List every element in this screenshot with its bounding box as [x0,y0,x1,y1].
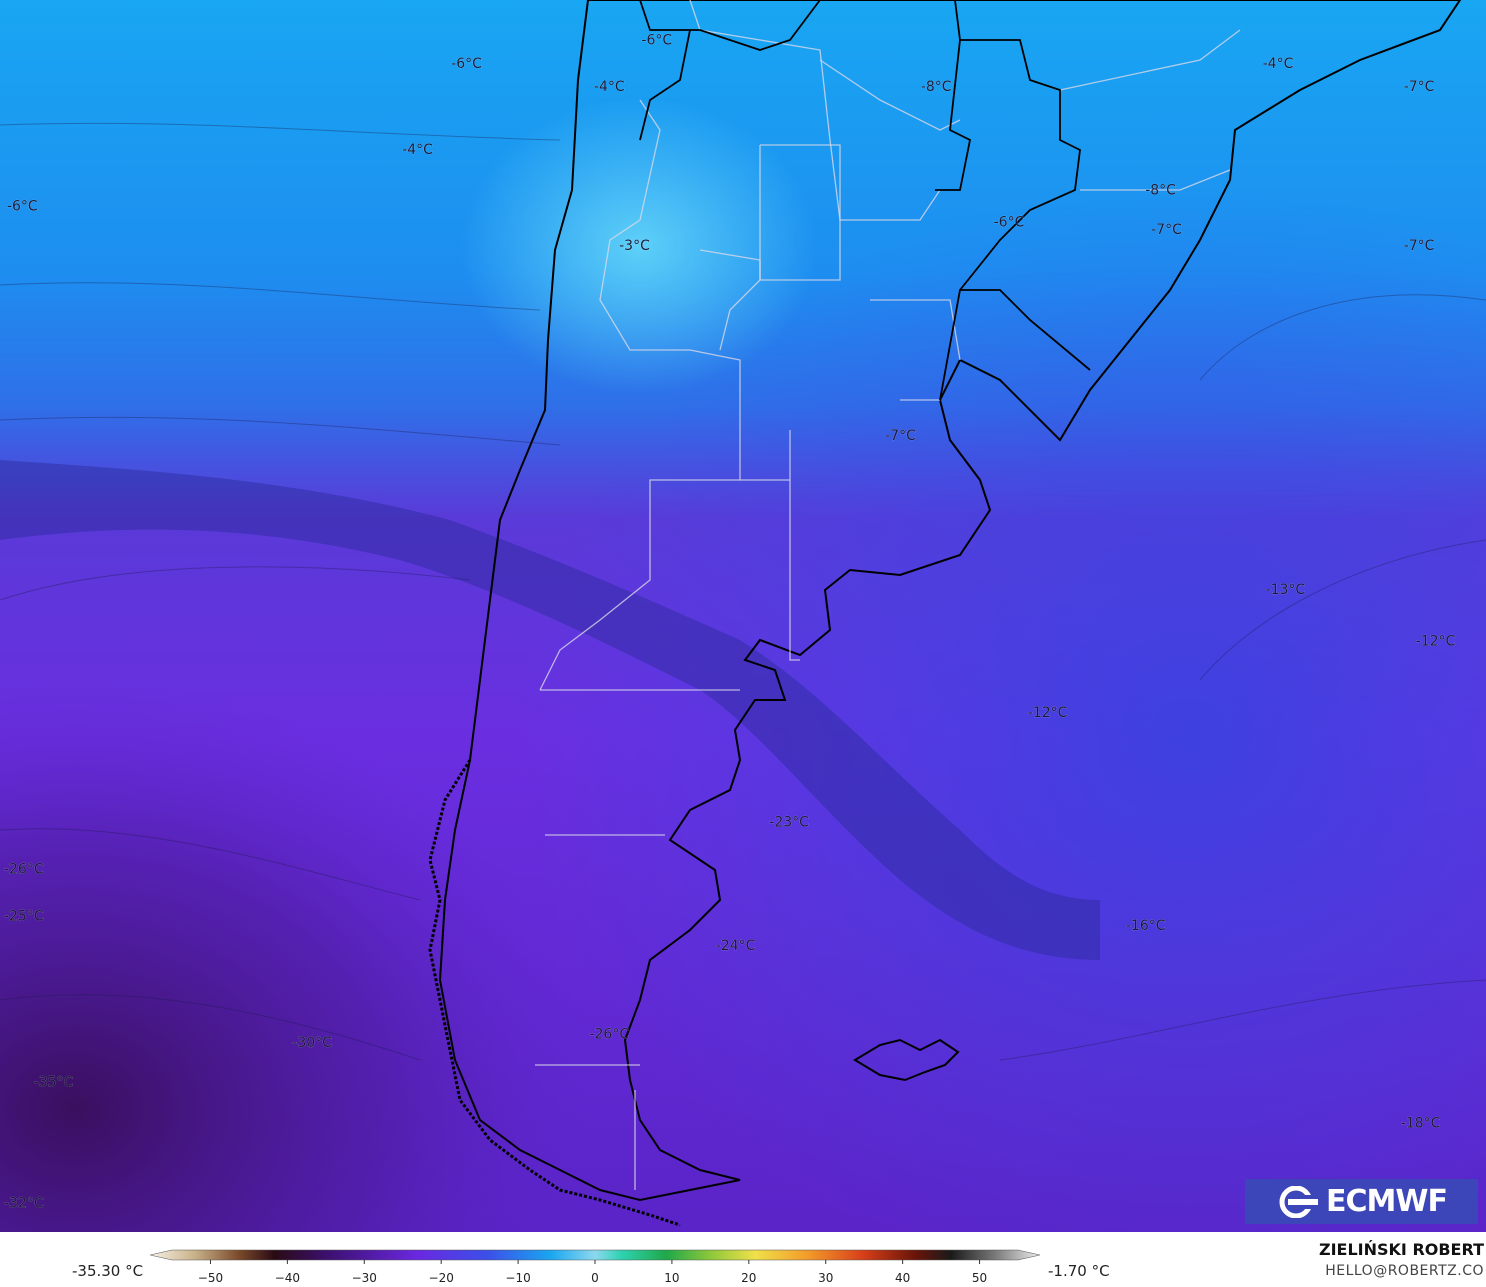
temperature-label: -8°C [921,79,952,95]
temperature-label: -32°C [4,1195,44,1211]
temperature-label: -7°C [1404,79,1435,95]
temperature-label: -7°C [1404,238,1435,254]
temperature-label: -3°C [619,238,650,254]
colorbar-tick-label: −50 [198,1271,223,1284]
province-borders [535,0,1241,1190]
temperature-label: -25°C [4,908,44,924]
temperature-label: -4°C [402,142,433,158]
temperature-label: -6°C [7,199,38,215]
author-email[interactable]: HELLO@ROBERTZ.CO [1325,1263,1484,1279]
temperature-labels: -6°C -6°C -4°C -4°C -6°C -8°C -4°C -7°C -8°C -6°C… [4,32,1456,1212]
temperature-label: -35°C [34,1075,74,1091]
falkland-islands [853,1038,960,1082]
colorbar-tick-label: −40 [275,1271,300,1284]
colorbar-tick-label: −20 [429,1271,454,1284]
cold-core [0,0,1486,1232]
temperature-label: -24°C [716,938,756,954]
colorbar-min-label: -35.30 °C [72,1262,144,1280]
colorbar-tick-label: 20 [741,1271,756,1284]
temperature-label: -26°C [4,862,44,878]
temperature-label: -13°C [1266,582,1306,598]
colorbar-tick-label: 10 [664,1271,679,1284]
cold-front-band [0,460,1100,960]
temperature-label: -26°C [589,1027,629,1043]
temperature-label: -30°C [292,1035,332,1051]
temperature-label: -7°C [1151,222,1182,238]
ecmwf-mark-icon [1279,1185,1321,1218]
colorbar-tick-label: 50 [972,1271,987,1284]
colorbar-tick-label: 40 [895,1271,910,1284]
colorbar-tick-label: 0 [591,1271,599,1284]
chilean-archipelago [428,759,681,1227]
temperature-label: -23°C [769,815,809,831]
isotherm-contours [0,122,1486,1061]
temperature-label: -6°C [451,56,482,72]
temperature-label: -6°C [994,215,1025,231]
temperature-label: -4°C [594,79,625,95]
temperature-label: -16°C [1126,918,1166,934]
temperature-label: -8°C [1145,183,1176,199]
colorbar-tick-label: −30 [352,1271,377,1284]
south-america-coastline [438,0,1462,1202]
colorbar-max-label: -1.70 °C [1048,1262,1110,1280]
colorbar: −50 −40 −30 −20 −10 0 10 20 30 40 50 [150,1249,1040,1284]
logo-text: ECMWF [1326,1184,1448,1219]
temperature-label: -18°C [1401,1115,1441,1131]
colorbar-ramp [150,1249,1040,1261]
temperature-label: -7°C [885,428,916,444]
author-credit: ZIELIŃSKI ROBERT [1318,1240,1484,1259]
colorbar-tick-label: 30 [818,1271,833,1284]
temperature-label: -12°C [1416,634,1456,650]
colorbar-ticks: −50 −40 −30 −20 −10 0 10 20 30 40 50 [198,1260,987,1284]
temperature-label: -4°C [1263,56,1294,72]
temperature-map[interactable]: -6°C -6°C -4°C -4°C -6°C -8°C -4°C -7°C -8°C -6°C… [0,0,1486,1232]
temperature-label: -12°C [1028,705,1068,721]
colorbar-tick-label: −10 [505,1271,530,1284]
country-borders [639,0,1091,401]
ecmwf-logo: ECMWF [1245,1179,1478,1224]
temperature-label: -6°C [641,32,672,48]
